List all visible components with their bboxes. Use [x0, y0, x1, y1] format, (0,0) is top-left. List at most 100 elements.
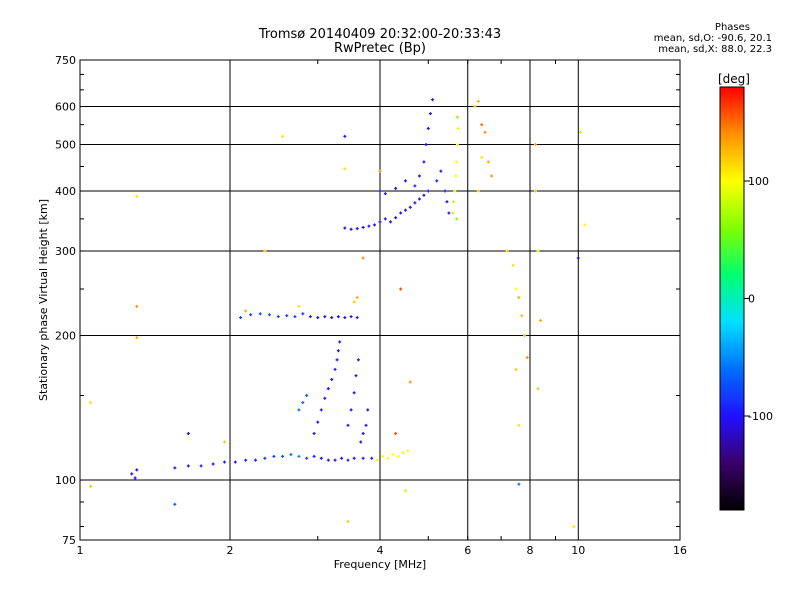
data-point — [375, 458, 379, 462]
data-point — [305, 394, 309, 398]
data-point — [244, 309, 248, 313]
data-point — [422, 160, 426, 164]
data-point — [319, 408, 323, 412]
colorbar-ticks: 100 0 -100 — [744, 175, 773, 423]
data-point — [343, 316, 347, 320]
y-tick-label: 400 — [55, 185, 76, 198]
phases-title: Phases — [714, 22, 750, 33]
data-point — [343, 167, 347, 171]
y-tick-label: 750 — [55, 54, 76, 67]
colorbar-tick-label: 0 — [748, 293, 755, 306]
data-point — [267, 313, 271, 317]
x-axis-label: Frequency [MHz] — [334, 558, 426, 571]
phases-box: Phases mean, sd,O: -90.6, 20.1 mean, sd,… — [552, 22, 772, 55]
data-point — [408, 380, 412, 384]
data-point — [89, 484, 93, 488]
data-point — [490, 174, 494, 178]
data-point — [447, 211, 451, 215]
data-point — [323, 396, 327, 400]
data-point — [435, 179, 439, 183]
data-point — [455, 143, 459, 147]
data-point — [346, 458, 350, 462]
data-point — [381, 454, 385, 458]
y-tick-label: 300 — [55, 245, 76, 258]
data-point — [312, 432, 316, 436]
data-point — [258, 312, 262, 316]
data-point — [352, 391, 356, 395]
data-point — [272, 454, 276, 458]
data-point — [443, 189, 447, 193]
data-point — [173, 502, 177, 506]
phases-line-x: mean, sd,X: 88.0, 22.3 — [658, 44, 772, 55]
data-point — [572, 525, 576, 529]
data-point — [406, 449, 410, 453]
data-point — [330, 377, 334, 381]
data-point — [355, 316, 359, 320]
phases-line-o: mean, sd,O: -90.6, 20.1 — [653, 33, 772, 44]
data-point — [431, 98, 435, 102]
x-tick-label: 8 — [527, 544, 534, 557]
data-point — [455, 217, 459, 221]
data-point — [445, 200, 449, 204]
colorbar-tick-label: 100 — [748, 175, 769, 188]
data-point — [403, 179, 407, 183]
x-axis-ticks: 1 2 4 6 8 10 16 — [77, 60, 687, 557]
data-point — [330, 316, 334, 320]
data-point — [391, 453, 395, 457]
data-point — [352, 456, 356, 460]
data-point — [285, 314, 289, 318]
data-point — [476, 189, 480, 193]
data-point — [186, 432, 190, 436]
data-point — [383, 192, 387, 196]
data-point — [297, 304, 301, 308]
data-point — [312, 454, 316, 458]
data-point — [361, 432, 365, 436]
data-point — [244, 458, 248, 462]
data-point — [378, 189, 382, 193]
data-point — [408, 205, 412, 209]
data-point — [355, 296, 359, 300]
data-point — [352, 300, 356, 304]
x-tick-label: 6 — [464, 544, 471, 557]
data-point — [455, 115, 459, 119]
data-point — [233, 460, 237, 464]
data-point — [354, 374, 358, 378]
data-point — [89, 401, 93, 405]
data-point — [422, 193, 426, 197]
data-point — [394, 186, 398, 190]
data-point — [399, 211, 403, 215]
data-point — [211, 462, 215, 466]
data-point — [130, 472, 134, 476]
data-point — [249, 313, 253, 317]
data-point — [514, 287, 518, 291]
data-point — [389, 220, 393, 224]
data-point — [319, 456, 323, 460]
data-point — [473, 105, 477, 109]
data-point — [263, 249, 267, 253]
data-point — [355, 227, 359, 231]
data-point — [135, 336, 139, 340]
data-point — [539, 318, 543, 322]
data-point — [401, 451, 405, 455]
data-point — [297, 408, 301, 412]
chart-subtitle: RwPretec (Bp) — [333, 41, 427, 56]
x-tick-label: 10 — [571, 544, 585, 557]
data-point — [340, 456, 344, 460]
data-point — [361, 225, 365, 229]
data-point — [333, 458, 337, 462]
data-point — [338, 340, 342, 344]
data-point — [173, 466, 177, 470]
data-point — [223, 440, 227, 444]
data-point — [576, 256, 580, 260]
data-point — [361, 256, 365, 260]
data-point — [399, 287, 403, 291]
y-axis-ticks: 75 100 200 300 400 500 600 750 — [55, 54, 680, 547]
y-tick-label: 200 — [55, 330, 76, 343]
data-point — [186, 464, 190, 468]
data-point — [281, 134, 285, 138]
data-point — [511, 263, 515, 267]
data-point — [333, 367, 337, 371]
data-point — [336, 315, 340, 319]
data-point — [439, 169, 443, 173]
